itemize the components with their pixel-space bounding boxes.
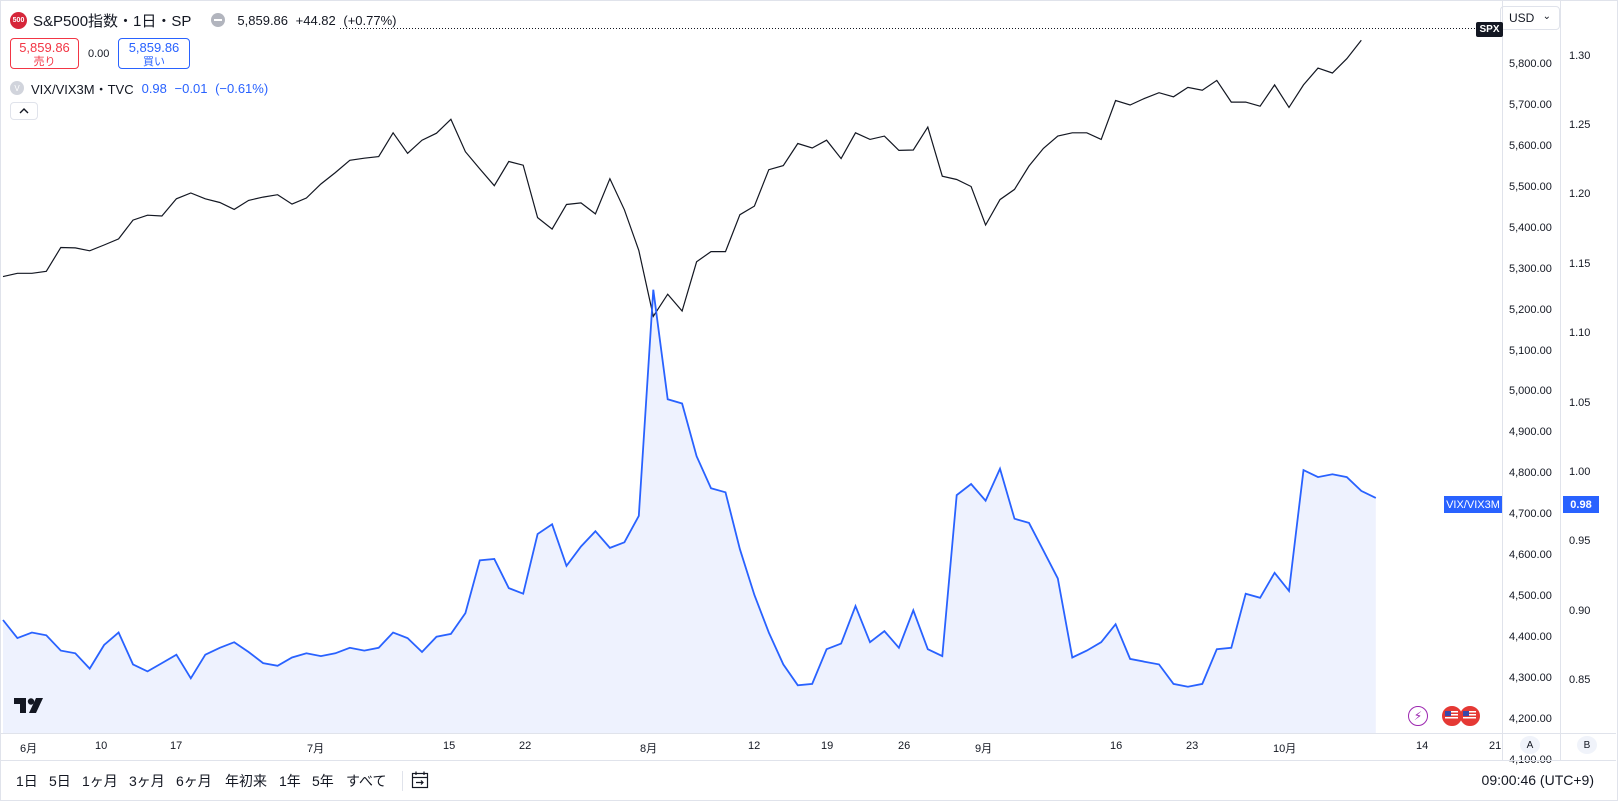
- spx-axis-tick: 4,500.00: [1509, 590, 1552, 603]
- time-axis-tick: 10月: [1273, 743, 1297, 755]
- spx-axis-tick: 5,300.00: [1509, 262, 1552, 275]
- collapse-legend-button[interactable]: [10, 102, 38, 120]
- timeframe-1y[interactable]: 1年: [279, 773, 301, 789]
- lightning-icon[interactable]: ⚡: [1408, 706, 1428, 726]
- us-flag-icon[interactable]: [1460, 706, 1480, 726]
- spx-axis-tick: 4,400.00: [1509, 631, 1552, 644]
- calendar-icon[interactable]: [410, 770, 430, 790]
- spx-axis-tick: 5,000.00: [1509, 385, 1552, 398]
- timeframe-6m[interactable]: 6ヶ月: [176, 773, 212, 789]
- vix-title[interactable]: VIX/VIX3M・TVC: [31, 81, 134, 97]
- time-axis-tick: 7月: [307, 743, 325, 755]
- time-axis-tick: 19: [821, 740, 834, 752]
- market-status-icon[interactable]: [211, 13, 226, 27]
- vix-value-tag: 0.98: [1563, 496, 1599, 513]
- spx-line: [2, 39, 1362, 318]
- vix-axis-tick: 0.90: [1569, 604, 1591, 617]
- price-change-pct: (+0.77%): [343, 12, 397, 28]
- spx-axis-tick: 4,700.00: [1509, 508, 1552, 521]
- vix-axis-tick: 1.05: [1569, 396, 1591, 409]
- vix-axis-tick: 1.20: [1569, 188, 1591, 201]
- currency-selector[interactable]: USD ⌄: [1500, 6, 1560, 30]
- time-axis-tick: 8月: [640, 743, 658, 755]
- price-change: +44.82: [295, 12, 336, 28]
- last-price: 5,859.86: [237, 12, 289, 28]
- vix-area: [3, 289, 1376, 733]
- vix-name-tag: VIX/VIX3M: [1444, 496, 1502, 513]
- timeframe-1d[interactable]: 1日: [16, 773, 38, 789]
- vix-axis-tick: 1.30: [1569, 49, 1591, 62]
- vix-axis-tick: 0.95: [1569, 535, 1591, 548]
- sp500-badge-icon: 500: [10, 11, 27, 29]
- buy-price: 5,859.86: [128, 40, 180, 55]
- clock[interactable]: 09:00:46 (UTC+9): [1481, 772, 1594, 788]
- scale-b-button[interactable]: B: [1577, 736, 1597, 754]
- vix-axis-tick: 1.00: [1569, 465, 1591, 478]
- spx-axis-tick: 5,700.00: [1509, 98, 1552, 111]
- time-axis-tick: 10: [95, 740, 108, 752]
- vix-series-legend[interactable]: V VIX/VIX3M・TVC 0.98 −0.01 (−0.61%): [10, 79, 272, 97]
- vix-badge-icon: V: [10, 81, 24, 95]
- spx-axis-tick: 4,600.00: [1509, 549, 1552, 562]
- tradingview-logo-icon[interactable]: [14, 698, 44, 713]
- symbol-title[interactable]: S&P500指数・1日・SP: [33, 12, 192, 30]
- chevron-up-icon: [19, 108, 29, 114]
- vix-line: [2, 289, 1377, 688]
- spx-axis-tick: 5,800.00: [1509, 57, 1552, 70]
- timeframe-3m[interactable]: 3ヶ月: [129, 773, 165, 789]
- timeframe-all[interactable]: すべて: [346, 773, 387, 789]
- timeframe-5y[interactable]: 5年: [312, 773, 334, 789]
- spx-axis-tick: 5,500.00: [1509, 180, 1552, 193]
- time-axis-tick: 9月: [975, 743, 993, 755]
- time-axis-tick: 21: [1489, 740, 1502, 752]
- us-flag-icon[interactable]: [1442, 706, 1462, 726]
- spread-value: 0.00: [88, 48, 110, 60]
- time-axis-tick: 17: [170, 740, 183, 752]
- spx-axis-tick: 4,200.00: [1509, 713, 1552, 726]
- spx-axis-tick: 5,400.00: [1509, 221, 1552, 234]
- spx-axis-tick: 5,100.00: [1509, 344, 1552, 357]
- time-axis-tick: 6月: [20, 743, 38, 755]
- toolbar-separator: [402, 771, 403, 791]
- vix-values: 0.98 −0.01 (−0.61%): [142, 81, 273, 96]
- time-axis-tick: 14: [1416, 740, 1429, 752]
- timeframe-1m[interactable]: 1ヶ月: [82, 773, 118, 789]
- timeframe-5d[interactable]: 5日: [49, 773, 71, 789]
- time-axis-tick: 16: [1110, 740, 1123, 752]
- spx-axis-tick: 4,300.00: [1509, 672, 1552, 685]
- bottom-toolbar: 1日 5日 1ヶ月 3ヶ月 6ヶ月 年初来 1年 5年 すべて 09:00:46…: [0, 760, 1616, 801]
- chart-canvas[interactable]: [0, 0, 1618, 760]
- time-axis-tick: 23: [1186, 740, 1199, 752]
- vix-axis-tick: 1.10: [1569, 327, 1591, 340]
- timeframe-ytd[interactable]: 年初来: [225, 773, 267, 789]
- time-axis-tick: 15: [443, 740, 456, 752]
- buy-button[interactable]: 5,859.86 買い: [118, 38, 190, 69]
- spx-price-tag: SPX: [1476, 22, 1503, 37]
- time-axis-tick: 22: [519, 740, 532, 752]
- vix-last: 0.98: [141, 80, 167, 96]
- vix-change: −0.01: [174, 80, 208, 96]
- spx-axis-tick: 5,600.00: [1509, 139, 1552, 152]
- sell-label: 売り: [33, 56, 56, 68]
- main-series-legend[interactable]: 500 S&P500指数・1日・SP 5,859.86 +44.82 (+0.7…: [10, 10, 401, 30]
- vix-axis-tick: 0.85: [1569, 674, 1591, 687]
- symbol-values: 5,859.86 +44.82 (+0.77%): [237, 13, 400, 28]
- spx-axis-tick: 4,800.00: [1509, 467, 1552, 480]
- time-axis-tick: 26: [898, 740, 911, 752]
- spx-axis-tick: 5,200.00: [1509, 303, 1552, 316]
- buy-label: 買い: [143, 56, 165, 68]
- scale-a-button[interactable]: A: [1520, 736, 1540, 754]
- sell-button[interactable]: 5,859.86 売り: [10, 38, 79, 69]
- chevron-down-icon: ⌄: [1542, 11, 1551, 22]
- vix-axis-tick: 1.15: [1569, 257, 1591, 270]
- currency-label: USD: [1509, 11, 1535, 25]
- spx-axis-tick: 4,900.00: [1509, 426, 1552, 439]
- vix-axis-tick: 1.25: [1569, 118, 1591, 131]
- time-axis-tick: 12: [748, 740, 761, 752]
- sell-price: 5,859.86: [19, 40, 70, 55]
- vix-change-pct: (−0.61%): [215, 80, 269, 96]
